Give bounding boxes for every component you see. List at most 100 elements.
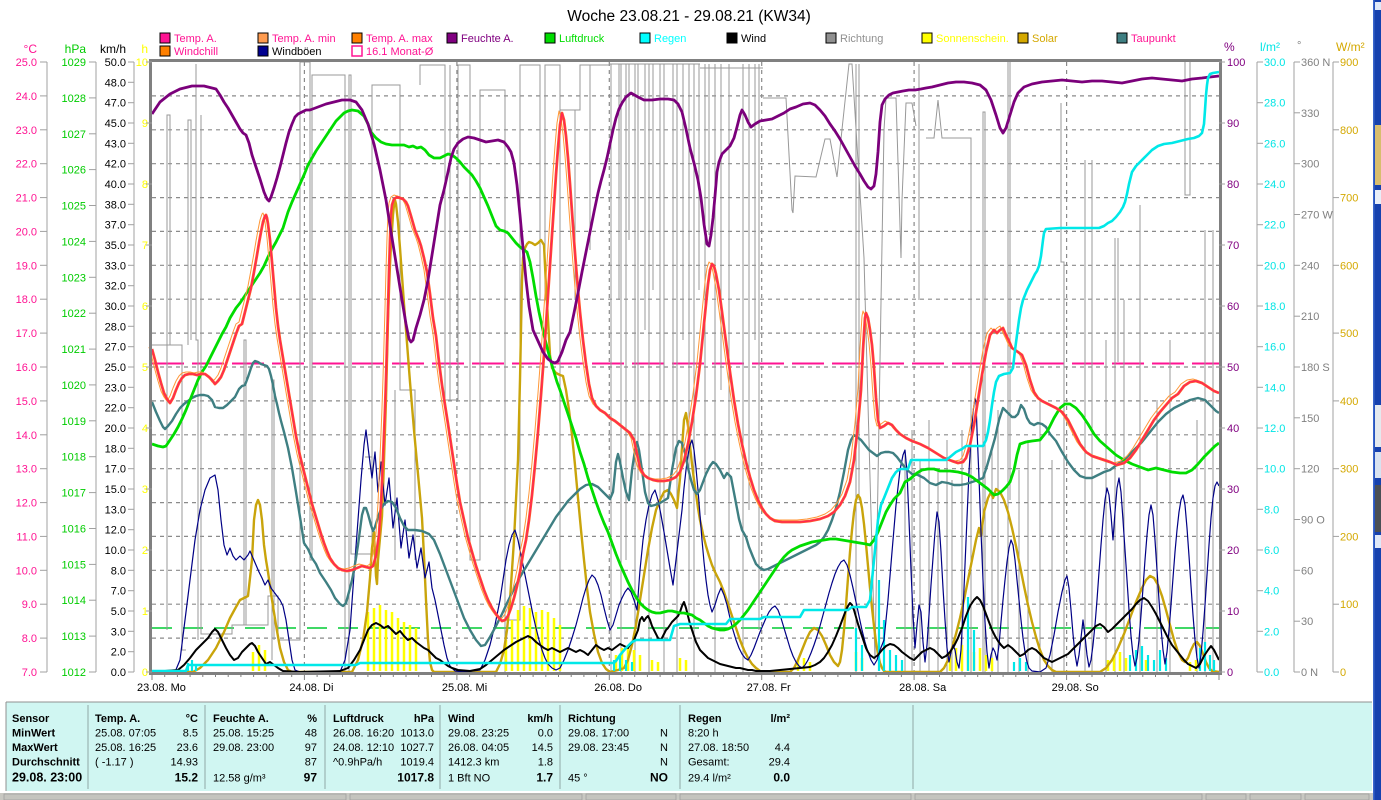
svg-text:8.0: 8.0: [1264, 504, 1279, 516]
svg-text:23.0: 23.0: [16, 125, 37, 137]
svg-text:MaxWert: MaxWert: [12, 742, 58, 754]
svg-text:70: 70: [1227, 240, 1239, 252]
svg-text:0.0: 0.0: [773, 771, 790, 785]
svg-text:%: %: [1224, 40, 1235, 54]
svg-text:27.08. Fr: 27.08. Fr: [747, 682, 791, 694]
svg-text:7.0: 7.0: [111, 586, 126, 598]
svg-text:NO: NO: [650, 771, 668, 785]
svg-text:Wind: Wind: [448, 713, 475, 725]
svg-text:50: 50: [1227, 362, 1239, 374]
svg-text:28.08. Sa: 28.08. Sa: [899, 682, 947, 694]
svg-text:18.0: 18.0: [105, 443, 126, 455]
svg-text:270 W: 270 W: [1301, 210, 1333, 222]
svg-text:80: 80: [1227, 179, 1239, 191]
svg-text:100: 100: [1340, 599, 1358, 611]
svg-text:1017.8: 1017.8: [397, 771, 434, 785]
svg-text:Feuchte A.: Feuchte A.: [461, 33, 514, 45]
svg-text:4.4: 4.4: [775, 742, 790, 754]
svg-text:15.2: 15.2: [175, 771, 199, 785]
svg-text:1012: 1012: [62, 667, 86, 679]
svg-text:l/m²: l/m²: [770, 713, 790, 725]
svg-text:1412.3 km: 1412.3 km: [448, 757, 499, 769]
svg-text:16.0: 16.0: [16, 362, 37, 374]
svg-text:23.08. Mo: 23.08. Mo: [137, 682, 186, 694]
svg-text:0.0: 0.0: [111, 667, 126, 679]
svg-text:26.08. Do: 26.08. Do: [594, 682, 642, 694]
svg-text:2.0: 2.0: [111, 647, 126, 659]
svg-text:1013.0: 1013.0: [400, 728, 434, 740]
svg-text:hPa: hPa: [65, 42, 87, 56]
svg-text:25.0: 25.0: [16, 57, 37, 69]
svg-text:MinWert: MinWert: [12, 728, 56, 740]
svg-text:23.0: 23.0: [105, 382, 126, 394]
svg-text:25.08. 16:25: 25.08. 16:25: [95, 742, 156, 754]
svg-text:Taupunkt: Taupunkt: [1131, 33, 1176, 45]
svg-text:16.0: 16.0: [1264, 342, 1285, 354]
svg-text:8.0: 8.0: [22, 633, 37, 645]
svg-text:25.08. 07:05: 25.08. 07:05: [95, 728, 156, 740]
svg-text:40: 40: [1227, 423, 1239, 435]
svg-text:33.0: 33.0: [105, 260, 126, 272]
svg-text:1025: 1025: [62, 201, 86, 213]
svg-text:Woche 23.08.21 - 29.08.21 (KW3: Woche 23.08.21 - 29.08.21 (KW34): [567, 8, 811, 25]
svg-text:N: N: [660, 757, 668, 769]
svg-text:1029: 1029: [62, 57, 86, 69]
svg-text:Regen: Regen: [654, 33, 686, 45]
svg-text:210: 210: [1301, 311, 1319, 323]
svg-text:500: 500: [1340, 328, 1358, 340]
svg-text:1022: 1022: [62, 308, 86, 320]
svg-text:360 N: 360 N: [1301, 57, 1330, 69]
svg-text:6: 6: [142, 301, 148, 313]
svg-text:W/m²: W/m²: [1336, 40, 1365, 54]
svg-text:5: 5: [142, 362, 148, 374]
svg-text:0.0: 0.0: [538, 728, 553, 740]
svg-text:18.0: 18.0: [1264, 301, 1285, 313]
svg-text:14.5: 14.5: [532, 742, 553, 754]
svg-text:24.08. 12:10: 24.08. 12:10: [333, 742, 394, 754]
svg-text:7: 7: [142, 240, 148, 252]
svg-text:29.08. 17:00: 29.08. 17:00: [568, 728, 629, 740]
svg-text:Richtung: Richtung: [840, 33, 883, 45]
svg-text:29.08. 23:00: 29.08. 23:00: [12, 771, 82, 785]
svg-text:22.0: 22.0: [105, 403, 126, 415]
svg-text:1017: 1017: [62, 488, 86, 500]
svg-text:0.0: 0.0: [1264, 667, 1279, 679]
svg-text:8.0: 8.0: [111, 565, 126, 577]
svg-text:hPa: hPa: [414, 713, 435, 725]
svg-text:7.0: 7.0: [22, 667, 37, 679]
svg-text:45.0: 45.0: [105, 118, 126, 130]
svg-text:10: 10: [136, 57, 148, 69]
svg-text:700: 700: [1340, 193, 1358, 205]
svg-text:12.0: 12.0: [105, 525, 126, 537]
svg-text:h: h: [141, 42, 148, 56]
svg-text:8: 8: [142, 179, 148, 191]
svg-text:4.0: 4.0: [1264, 586, 1279, 598]
svg-text:1028: 1028: [62, 93, 86, 105]
svg-text:0 N: 0 N: [1301, 667, 1318, 679]
svg-text:97: 97: [304, 771, 318, 785]
svg-text:26.0: 26.0: [1264, 138, 1285, 150]
svg-text:40.0: 40.0: [105, 179, 126, 191]
svg-text:1019.4: 1019.4: [400, 757, 434, 769]
svg-text:20.0: 20.0: [105, 423, 126, 435]
svg-text:1026: 1026: [62, 165, 86, 177]
svg-text:240: 240: [1301, 260, 1319, 272]
svg-text:330: 330: [1301, 108, 1319, 120]
svg-text:29.08. 23:25: 29.08. 23:25: [448, 728, 509, 740]
svg-text:45 °: 45 °: [568, 773, 588, 785]
svg-text:150: 150: [1301, 413, 1319, 425]
svg-text:°C: °C: [24, 42, 38, 56]
svg-text:90 O: 90 O: [1301, 515, 1325, 527]
svg-text:100: 100: [1227, 57, 1245, 69]
svg-text:800: 800: [1340, 125, 1358, 137]
svg-text:16.1 Monat-Ø: 16.1 Monat-Ø: [366, 46, 434, 58]
svg-text:8.5: 8.5: [183, 728, 198, 740]
svg-text:10.0: 10.0: [105, 545, 126, 557]
svg-text:25.0: 25.0: [105, 362, 126, 374]
svg-text:1023: 1023: [62, 272, 86, 284]
svg-text:1: 1: [142, 606, 148, 618]
svg-text:%: %: [307, 713, 317, 725]
svg-text:Windböen: Windböen: [272, 46, 322, 58]
svg-text:9: 9: [142, 118, 148, 130]
svg-text:1027: 1027: [62, 129, 86, 141]
